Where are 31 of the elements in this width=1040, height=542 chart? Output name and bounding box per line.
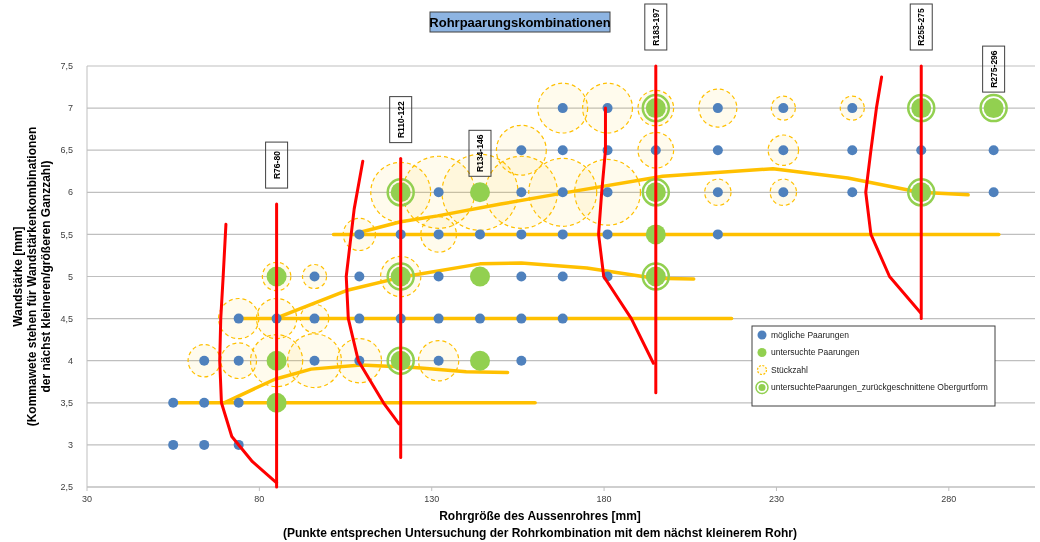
y-tick-label: 3 — [67, 440, 73, 451]
legend-label: Stückzahl — [771, 364, 808, 375]
y-tick-label: 6,5 — [60, 145, 73, 156]
annotation: R134-146 — [475, 134, 486, 172]
x-tick-label: 230 — [768, 494, 784, 504]
x-axis-title: Rohrgröße des Aussenrohres [mm] — [439, 509, 641, 523]
y-tick-label: 7,5 — [60, 61, 73, 72]
annotation: R110-122 — [395, 100, 406, 139]
x-tick-label: 80 — [254, 494, 265, 504]
y-tick-label: 2,5 — [60, 482, 73, 493]
y-tick-label: 5,5 — [60, 229, 73, 240]
legend-label: untersuchte Paarungen — [771, 347, 860, 358]
annotation: R76-80 — [271, 150, 282, 180]
annotation: R275-296 — [988, 50, 999, 88]
x-tick-label: 180 — [596, 494, 612, 504]
x-tick-label: 30 — [81, 494, 93, 504]
chart-title: Rohrpaarungskombinationen — [429, 15, 611, 30]
legend-label: untersuchtePaarungen_zurückgeschnittene Obergurtform — [771, 382, 988, 393]
x-tick-label: 130 — [424, 494, 440, 504]
text: (Punkte entsprechen Untersuchung der Rohrkombination mit dem nächst kleinerem Rohr) — [282, 526, 798, 540]
legend-label: mögliche Paarungen — [771, 329, 850, 340]
y-tick-label: 7 — [67, 103, 73, 114]
y-tick-label: 5 — [67, 271, 73, 282]
y-tick-label: 3,5 — [60, 397, 73, 408]
y-axis-title: Wandstärke [mm] (Kommawete stehen für Wandstärkenkombinationen der nächst kleineren/größeren Ganzzahl) — [11, 126, 53, 427]
y-tick-label: 4,5 — [60, 313, 73, 324]
y-tick-label: 6 — [67, 187, 73, 198]
x-tick-label: 280 — [941, 494, 957, 504]
y-tick-label: 4 — [67, 355, 73, 366]
annotation: R183-197 — [651, 8, 661, 46]
annotation: R255-275 — [916, 8, 927, 46]
